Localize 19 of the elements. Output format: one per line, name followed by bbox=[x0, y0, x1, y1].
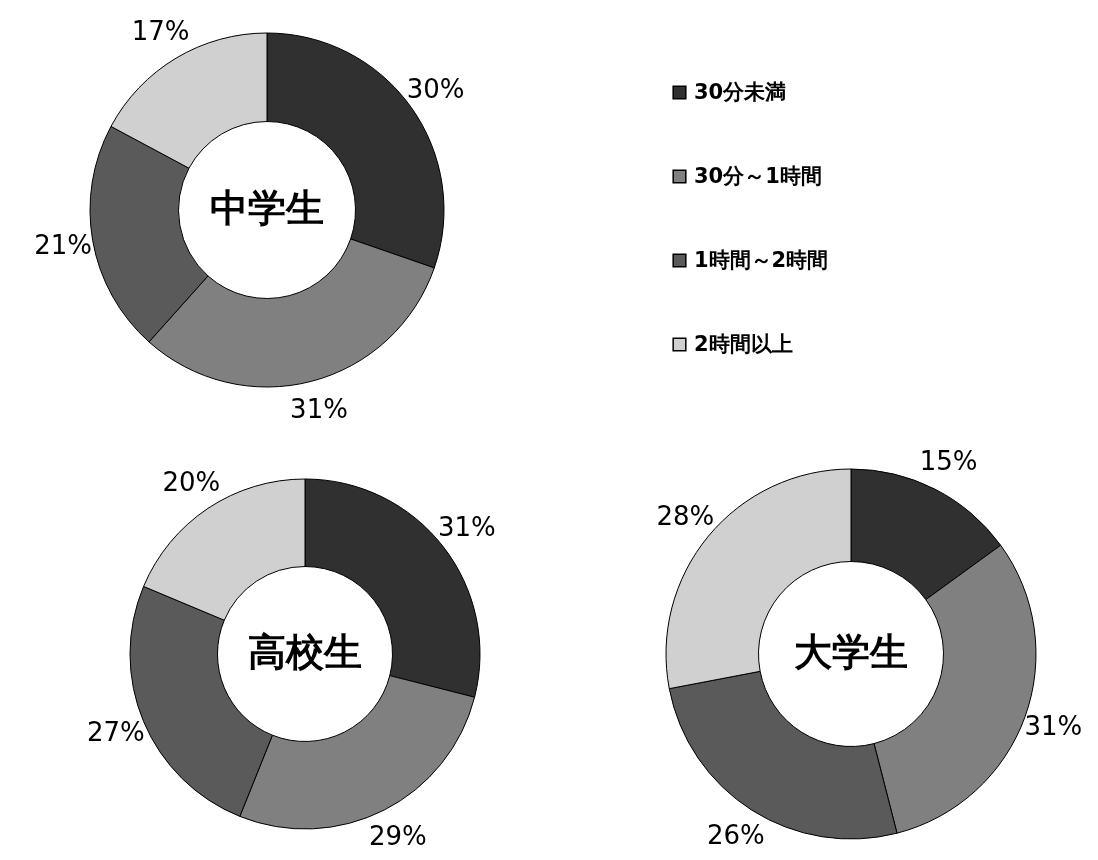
data-label: 31% bbox=[1024, 710, 1083, 741]
data-label: 28% bbox=[656, 500, 715, 531]
text: 大学生 bbox=[794, 630, 908, 674]
legend-label: 2時間以上 bbox=[694, 331, 793, 356]
text: 中学生 bbox=[210, 186, 324, 230]
data-label: 21% bbox=[34, 229, 93, 260]
data-label: 20% bbox=[162, 467, 221, 498]
data-label: 15% bbox=[919, 446, 978, 477]
data-label: 31% bbox=[290, 394, 348, 425]
text: 高校生 bbox=[248, 630, 362, 674]
data-label: 17% bbox=[131, 16, 190, 47]
data-label: 29% bbox=[368, 820, 427, 851]
legend-label: 1時間～2時間 bbox=[694, 247, 829, 272]
legend-label: 30分～1時間 bbox=[694, 163, 822, 188]
data-label: 27% bbox=[87, 717, 145, 748]
data-label: 26% bbox=[706, 819, 765, 850]
data-label: 30% bbox=[406, 73, 465, 104]
data-label: 31% bbox=[437, 512, 496, 543]
legend-label: 30分未満 bbox=[694, 79, 787, 104]
